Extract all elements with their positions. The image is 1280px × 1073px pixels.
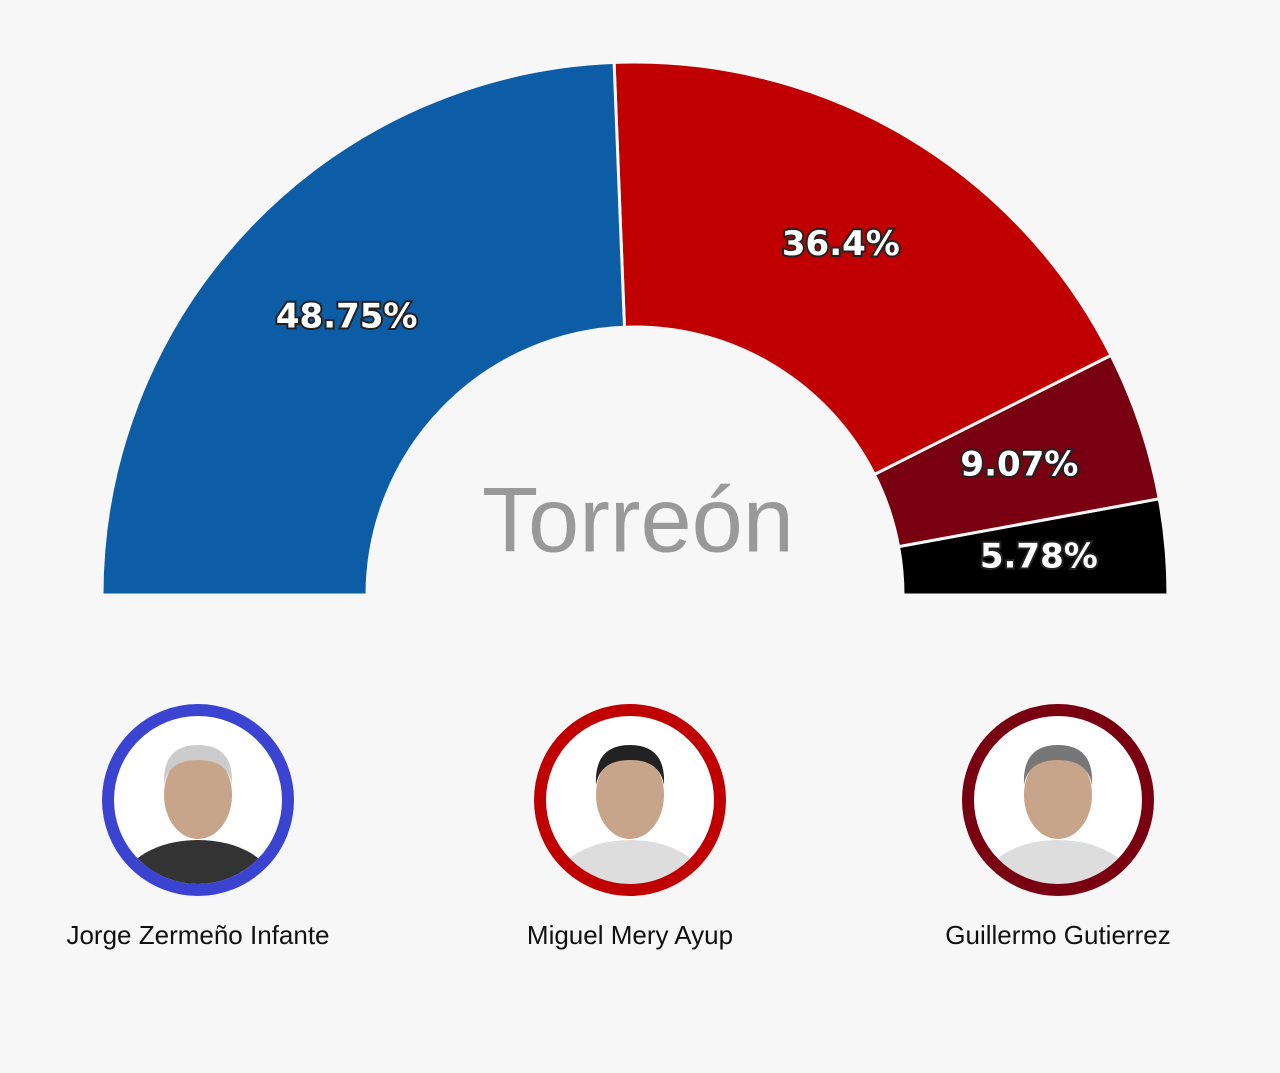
candidate-name: Jorge Zermeño Infante: [66, 920, 329, 950]
candidate: [102, 704, 294, 896]
segment: [872, 353, 1161, 549]
photo: [123, 745, 273, 884]
segment-label: 5.78%: [980, 537, 1098, 577]
candidate-name: Miguel Mery Ayup: [527, 920, 733, 950]
photo-ring: [534, 704, 726, 896]
chart-title: Torreón: [482, 469, 794, 571]
photo-body: [983, 840, 1133, 884]
segment: [100, 60, 627, 597]
photo-body: [123, 840, 273, 884]
segment: [612, 60, 1114, 477]
photo-head: [164, 751, 232, 839]
segment-label: 9.07%: [960, 444, 1078, 484]
photo-hair: [595, 745, 665, 785]
photo: [555, 745, 705, 884]
photo-hair: [1023, 745, 1093, 785]
photo-head: [596, 751, 664, 839]
candidate: [534, 704, 726, 896]
photo-body: [555, 840, 705, 884]
photo-hair: [163, 745, 233, 785]
candidate: [962, 704, 1154, 896]
photo-ring: [102, 704, 294, 896]
photo-head: [1024, 751, 1092, 839]
candidate-name: Guillermo Gutierrez: [945, 920, 1170, 950]
segment-label: 36.4%: [782, 224, 900, 264]
segment: [896, 497, 1170, 597]
segment-label: 48.75%: [276, 296, 418, 336]
photo: [983, 745, 1133, 884]
photo-ring: [962, 704, 1154, 896]
